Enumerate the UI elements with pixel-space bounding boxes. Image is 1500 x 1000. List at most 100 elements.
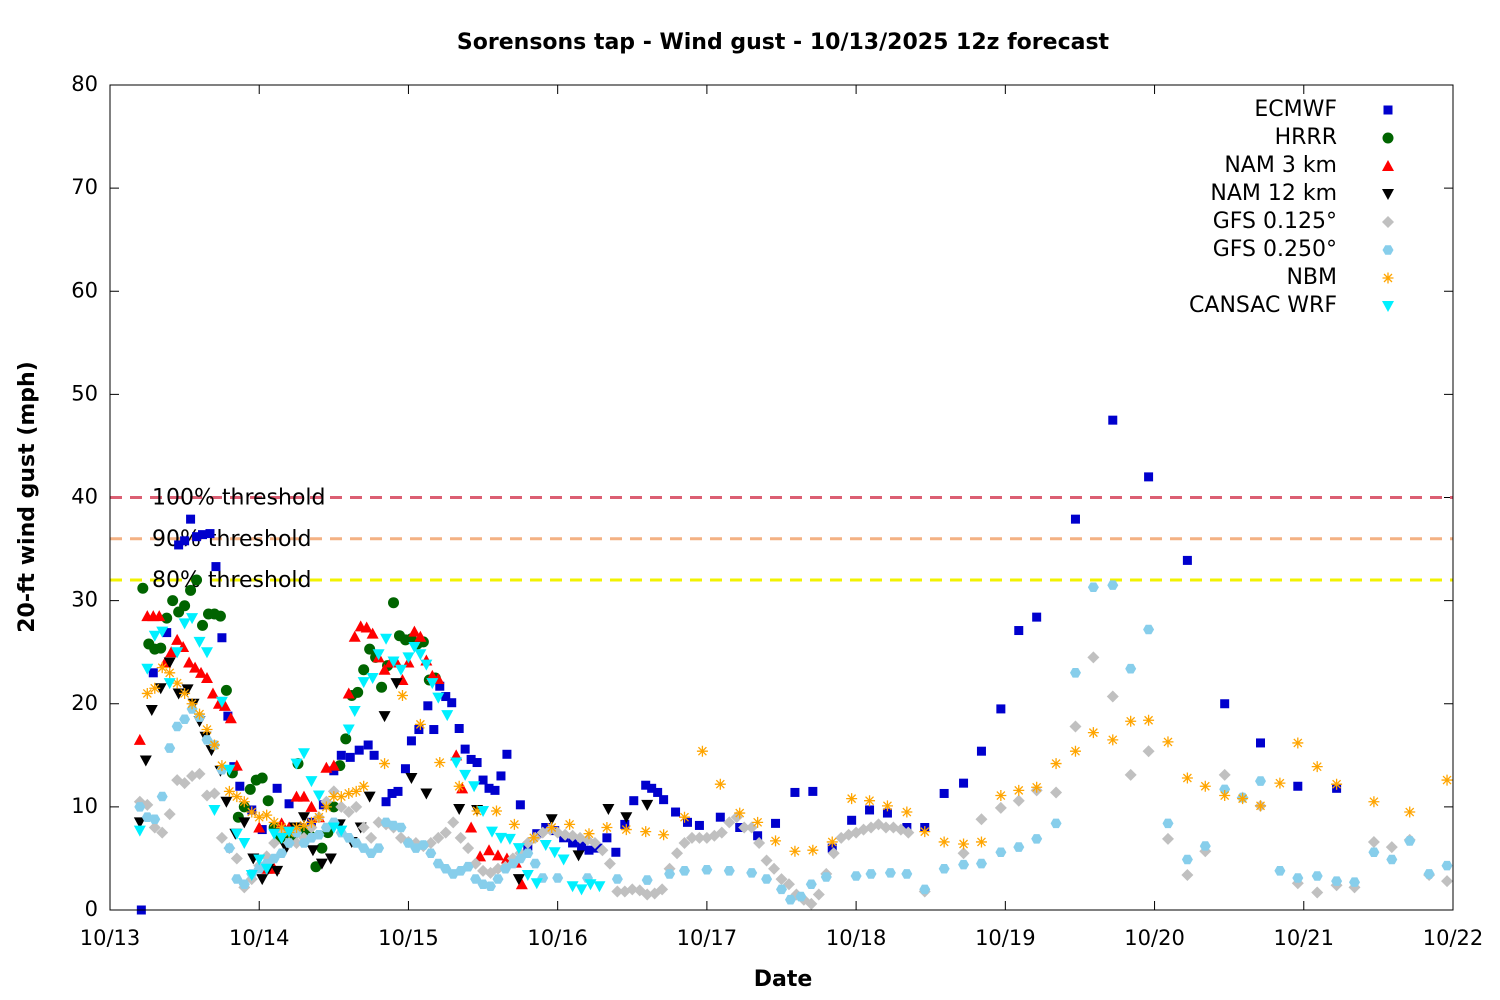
point (271, 865, 284, 877)
point (1108, 415, 1118, 425)
point (215, 696, 228, 708)
chart-title: Sorensons tap - Wind gust - 10/13/2025 1… (457, 30, 1110, 55)
y-tick-label: 30 (71, 588, 98, 612)
point (577, 841, 587, 851)
point (653, 787, 663, 797)
y-tick-label: 40 (71, 485, 98, 509)
point (575, 884, 588, 896)
point (1181, 854, 1193, 865)
point (529, 858, 541, 869)
point (320, 801, 332, 813)
point (761, 874, 773, 884)
point (602, 833, 612, 843)
legend-marker (1382, 272, 1394, 284)
point (465, 821, 478, 833)
point (641, 780, 651, 790)
point (185, 584, 197, 596)
point (760, 854, 773, 867)
point (366, 627, 379, 639)
point (235, 781, 245, 791)
x-tick-label: 10/21 (1274, 926, 1335, 950)
point (826, 836, 838, 848)
point (782, 878, 795, 891)
point (1087, 582, 1099, 592)
point (478, 775, 488, 785)
point (379, 758, 391, 770)
point (350, 838, 362, 848)
point (847, 815, 857, 825)
point (408, 642, 421, 654)
point (656, 883, 669, 896)
point (602, 803, 615, 815)
point (522, 848, 534, 858)
point (1311, 871, 1323, 881)
point (881, 800, 893, 812)
x-tick-label: 10/20 (1124, 926, 1185, 950)
point (976, 858, 987, 869)
point (620, 812, 633, 824)
point (290, 836, 303, 849)
point (1013, 842, 1025, 852)
point (572, 850, 585, 862)
point (714, 778, 726, 790)
point (499, 864, 511, 874)
series (134, 580, 1453, 905)
point (342, 724, 355, 736)
point (253, 854, 266, 866)
point (223, 785, 235, 797)
point (490, 785, 500, 795)
point (541, 823, 551, 832)
point (902, 826, 915, 839)
point (454, 724, 464, 733)
point (679, 866, 690, 876)
point (434, 757, 446, 769)
point (1070, 514, 1080, 524)
legend-marker (1382, 301, 1394, 312)
point (358, 664, 370, 676)
point (208, 804, 221, 816)
point (659, 795, 669, 805)
point (1087, 651, 1100, 664)
point (352, 686, 364, 698)
point (297, 812, 310, 824)
point (715, 826, 728, 839)
point (420, 788, 433, 800)
x-tick-label: 10/18 (826, 926, 887, 950)
point (358, 843, 370, 853)
point (620, 824, 632, 836)
point (466, 754, 476, 764)
point (1032, 612, 1042, 622)
point (583, 828, 595, 840)
point (327, 822, 340, 834)
point (156, 826, 169, 839)
point (1385, 841, 1398, 854)
point (545, 814, 558, 826)
x-tick-label: 10/14 (229, 926, 290, 950)
point (372, 649, 385, 661)
point (284, 799, 294, 809)
point (1012, 794, 1025, 807)
x-axis-label: Date (754, 967, 813, 992)
point (357, 677, 370, 689)
point (313, 830, 325, 840)
point (658, 829, 670, 841)
point (396, 690, 408, 701)
point (342, 806, 355, 819)
point (486, 826, 499, 838)
point (208, 787, 221, 800)
point (507, 858, 519, 869)
point (134, 802, 146, 812)
point (179, 714, 191, 724)
point (193, 636, 206, 648)
point (268, 853, 280, 864)
point (220, 684, 232, 696)
point (882, 808, 892, 818)
point (994, 801, 1007, 814)
point (1423, 869, 1435, 879)
point (472, 758, 482, 768)
point (163, 808, 176, 821)
point (208, 739, 220, 751)
point (1220, 699, 1230, 709)
legend-marker (1382, 216, 1394, 228)
point (557, 854, 570, 866)
